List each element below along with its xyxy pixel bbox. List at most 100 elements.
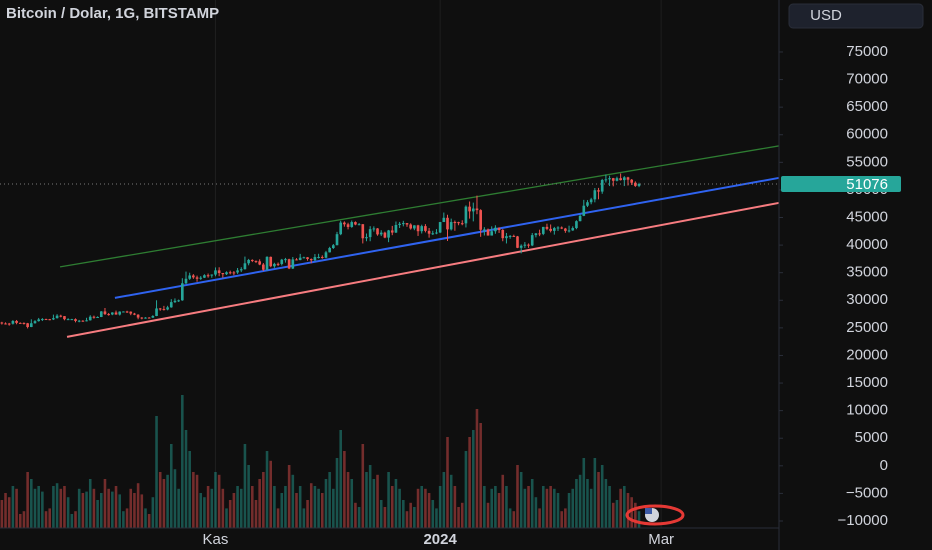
candle-body: [302, 257, 306, 259]
candle-body: [634, 182, 637, 186]
candle-body: [464, 206, 468, 224]
volume-bar: [556, 493, 560, 528]
candle-body: [273, 263, 276, 267]
volume-bar: [140, 494, 144, 528]
candle-body: [446, 217, 449, 230]
candle-body: [210, 274, 214, 276]
volume-bar: [37, 486, 40, 528]
candle-body: [619, 178, 622, 181]
candle-body: [611, 178, 615, 181]
x-tick-label: 2024: [423, 531, 457, 548]
volume-bar: [129, 488, 133, 528]
candle-body: [144, 317, 147, 319]
volume-bar: [15, 488, 18, 528]
volume-bar: [339, 430, 342, 528]
candle-body: [556, 227, 560, 229]
volume-bar: [313, 486, 317, 528]
volume-bar: [85, 491, 88, 528]
volume-bar: [44, 511, 48, 528]
candle-body: [236, 270, 239, 273]
y-tick-label: 0: [880, 457, 888, 474]
volume-bar: [107, 488, 110, 528]
candle-body: [508, 235, 512, 237]
candle-body: [125, 311, 129, 313]
volume-bar: [615, 500, 619, 528]
candle-body: [505, 236, 508, 239]
volume-bar: [460, 502, 464, 528]
volume-bar: [0, 500, 4, 528]
candle-body: [239, 269, 243, 271]
candle-body: [192, 275, 195, 278]
candle-body: [7, 323, 11, 325]
volume-bar: [390, 486, 394, 528]
volume-bar: [284, 486, 287, 528]
volume-bar: [199, 493, 203, 528]
candle-body: [295, 259, 298, 261]
candle-body: [158, 308, 162, 310]
candle-body: [637, 183, 641, 186]
volume-bar: [464, 451, 468, 528]
volume-bar: [151, 497, 155, 528]
candle-body: [258, 261, 261, 265]
candle-body: [438, 222, 442, 233]
volume-bar: [66, 497, 70, 528]
volume-bar: [70, 514, 74, 528]
volume-bar: [22, 511, 26, 528]
volume-bar: [604, 479, 608, 528]
flag-icon: [625, 504, 685, 526]
candle-body: [254, 260, 258, 262]
candle-body: [578, 215, 582, 222]
grid: [214, 0, 662, 528]
candle-body: [368, 229, 372, 238]
currency-label[interactable]: USD: [810, 7, 842, 24]
volume-bar: [416, 488, 420, 528]
candle-body: [471, 208, 475, 212]
candle-body: [114, 312, 118, 315]
candle-body: [188, 275, 192, 279]
volume-bar: [637, 511, 641, 528]
volume-bar: [630, 497, 633, 528]
volume-bar: [11, 486, 15, 528]
candle-body: [501, 229, 505, 239]
volume-bar: [357, 507, 361, 528]
volume-bar: [335, 458, 339, 528]
candle-body: [173, 300, 177, 303]
candle-body: [77, 320, 81, 322]
candle-body: [479, 210, 482, 230]
volume-bar: [593, 458, 597, 528]
candle-body: [228, 272, 232, 274]
y-tick-label: 60000: [846, 126, 888, 143]
candle-body: [48, 319, 52, 321]
trend-line: [66, 201, 779, 338]
candle-body: [111, 312, 114, 315]
candle-body: [486, 229, 490, 236]
candle-body: [405, 223, 409, 225]
candle-body: [306, 257, 309, 260]
volume-bar: [623, 486, 626, 528]
candle-body: [431, 233, 435, 235]
candle-body: [298, 257, 302, 261]
candle-body: [560, 227, 564, 229]
volume-bar: [530, 479, 534, 528]
candle-body: [44, 319, 48, 321]
volume-bar: [302, 508, 306, 528]
volume-bar: [564, 508, 567, 528]
volume-bar: [162, 479, 166, 528]
volume-bar: [597, 472, 600, 528]
volume-bar: [276, 508, 280, 528]
candle-body: [350, 222, 354, 227]
y-tick-label: 30000: [846, 291, 888, 308]
candle-body: [151, 316, 155, 318]
candle-body: [96, 316, 99, 318]
candle-body: [250, 259, 254, 261]
volume-bar: [486, 502, 490, 528]
volume-bar: [59, 488, 63, 528]
currency-button[interactable]: [788, 3, 924, 29]
volume-bar: [251, 486, 254, 528]
candle-body: [291, 259, 295, 269]
candle-body: [343, 222, 346, 225]
volume-bar: [177, 488, 180, 528]
candle-body: [626, 177, 630, 180]
volume-bar: [228, 500, 232, 528]
candle-body: [608, 178, 611, 180]
